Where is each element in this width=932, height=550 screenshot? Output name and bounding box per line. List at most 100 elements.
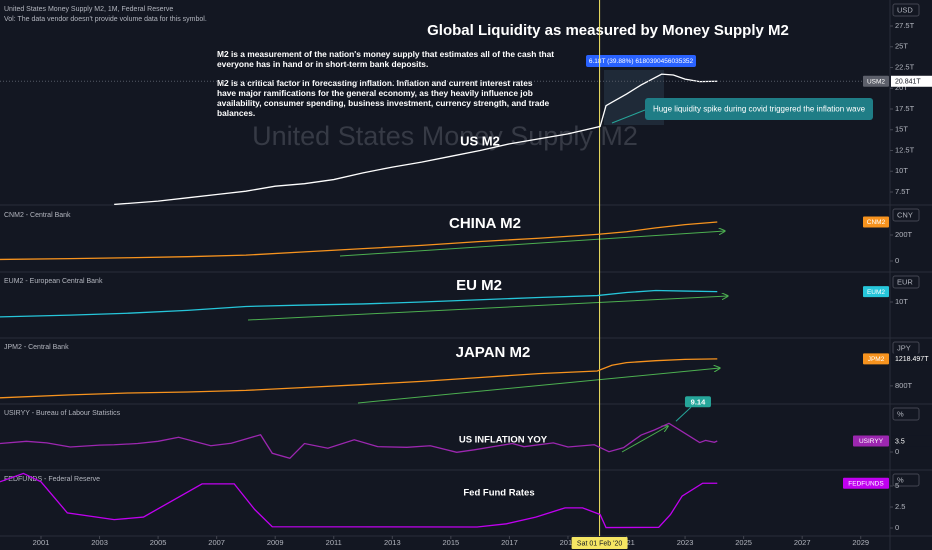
note-line: M2 is a measurement of the nation's mone… (217, 49, 554, 59)
last-value-box (891, 435, 932, 447)
x-tick-label: 2005 (150, 538, 167, 547)
unit-box (892, 3, 920, 17)
y-tick-label: 15T (895, 125, 908, 134)
unit-label: EUR (897, 277, 913, 286)
x-tick-label: 2009 (267, 538, 284, 547)
crosshair-label: Sat 01 Feb '20 (577, 540, 622, 547)
x-tick-label: 2025 (735, 538, 752, 547)
pane-title: EU M2 (456, 277, 502, 294)
series-tag (843, 477, 889, 489)
series-line (0, 358, 718, 399)
y-tick-label: 0 (895, 447, 899, 456)
annotation-box (645, 98, 873, 120)
unit-box (892, 275, 920, 289)
notes: M2 is a measurement of the nation's mone… (217, 49, 554, 118)
last-value-label: 1218.497T (895, 356, 929, 363)
y-tick-label: 27.5T (895, 21, 915, 30)
y-tick-label: 800T (895, 381, 913, 390)
crosshair-label-box (571, 537, 628, 549)
unit-box (892, 208, 920, 222)
unit-label: % (897, 409, 904, 418)
note-line: everyone has in hand or in short-term ba… (217, 59, 428, 69)
pane-title: US M2 (460, 133, 500, 148)
annotation: Huge liquidity spike during covid trigge… (653, 105, 866, 114)
measure-label-box (586, 55, 696, 67)
measure-label: 6.18T (39.88%) 6180390456035352 (589, 58, 694, 65)
last-value-label: 3.5 (895, 438, 905, 445)
note-line: have major ramifications for the general… (217, 88, 533, 98)
y-tick-label: 12.5T (895, 145, 915, 154)
series-tag-label: EUM2 (867, 289, 885, 296)
y-tick-label: 0 (895, 256, 899, 265)
y-tick-label: 20T (895, 83, 908, 92)
unit-label: CNY (897, 210, 913, 219)
symbol-title: United States Money Supply M2, 1M, Feder… (4, 6, 173, 13)
trend-arrows (247, 231, 728, 453)
y-tick-label: 5 (895, 481, 899, 490)
note-line: M2 is a critical factor in forecasting i… (217, 78, 533, 88)
series-tag-label: FEDFUNDS (848, 480, 884, 487)
watermark: United States Money Supply M2 (252, 121, 638, 151)
heading: Global Liquidity as measured by Money Su… (427, 22, 789, 39)
note-line: balances. (217, 108, 255, 118)
note-line: availability, consumer spending, busines… (217, 98, 549, 108)
series-tag (863, 216, 889, 228)
volume-note: Vol: The data vendor doesn't provide vol… (4, 16, 207, 23)
pane-source: FEDFUNDS - Federal Reserve (4, 476, 100, 483)
y-tick-label: 22.5T (895, 62, 915, 71)
y-tick-label: 10T (895, 297, 908, 306)
last-value-box (891, 353, 932, 365)
x-tick-label: 2029 (852, 538, 869, 547)
unit-label: JPY (897, 343, 911, 352)
annotation-pointer (611, 109, 646, 124)
x-tick-label: 2023 (677, 538, 694, 547)
pane-title: JAPAN M2 (456, 344, 531, 361)
x-tick-label: 2027 (794, 538, 811, 547)
series-line (114, 73, 718, 205)
x-tick-label: 2019 (560, 538, 577, 547)
y-tick-label: 200T (895, 230, 913, 239)
series-line (0, 472, 718, 529)
callout-box (684, 396, 711, 408)
pane-title: Fed Fund Rates (463, 488, 534, 499)
x-tick-label: 2015 (443, 538, 460, 547)
pane-title: US INFLATION YOY (459, 435, 548, 446)
y-tick-label: 17.5T (895, 104, 915, 113)
unit-label: USD (897, 5, 913, 14)
pane-source: USIRYY - Bureau of Labour Statistics (4, 410, 121, 417)
callout-pointer (675, 406, 692, 422)
unit-label: % (897, 475, 904, 484)
last-value-label: 20.841T (895, 79, 921, 86)
pane-source: EUM2 - European Central Bank (4, 278, 103, 285)
y-tick-label: 25T (895, 42, 908, 51)
series-tag-label: USM2 (867, 78, 885, 85)
x-tick-label: 2011 (326, 538, 342, 547)
series-tag-label: JPM2 (868, 356, 885, 363)
x-tick-label: 2001 (33, 538, 50, 547)
series-line (0, 221, 718, 261)
y-tick-label: 2.5 (895, 502, 905, 511)
callout-label: 9.14 (691, 397, 706, 406)
series-tag (853, 435, 889, 447)
pane-source: CNM2 - Central Bank (4, 212, 71, 219)
series-tag (863, 353, 889, 365)
unit-box (892, 473, 920, 487)
x-tick-label: 2013 (384, 538, 401, 547)
series-tag (863, 75, 889, 87)
series-line (0, 422, 718, 460)
series-tag-label: USIRYY (859, 438, 884, 445)
series-line (0, 289, 718, 318)
y-tick-label: 0 (895, 523, 899, 532)
unit-box (892, 407, 920, 421)
pane-source: JPM2 - Central Bank (4, 344, 69, 351)
y-tick-label: 10T (895, 166, 908, 175)
x-tick-label: 2007 (208, 538, 225, 547)
pane-title: CHINA M2 (449, 215, 521, 232)
y-tick-label: 7.5T (895, 187, 910, 196)
x-tick-label: 2003 (91, 538, 108, 547)
series-tag-label: CNM2 (867, 219, 886, 226)
